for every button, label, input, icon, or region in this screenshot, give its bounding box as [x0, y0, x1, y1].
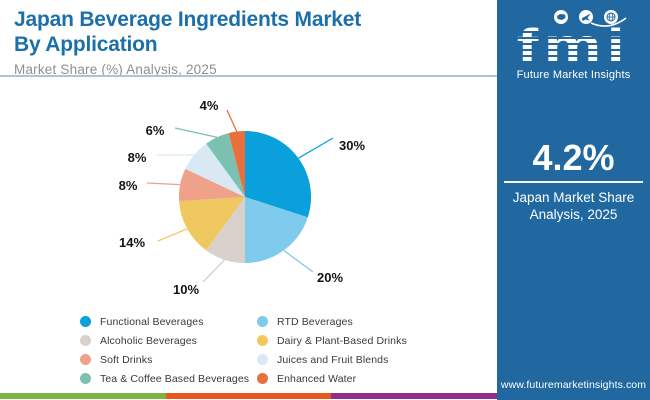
legend-dot-tea-coffee-based-beverages — [80, 373, 91, 384]
legend-label-soft-drinks: Soft Drinks — [100, 353, 153, 366]
pie-callout-line-rtd-beverages — [283, 249, 314, 273]
page-subtitle: Market Share (%) Analysis, 2025 — [14, 62, 217, 77]
pie-value-label-functional-beverages: 30% — [339, 138, 365, 153]
pie-callout-line-functional-beverages — [298, 137, 334, 159]
stripe-green-segment — [0, 393, 166, 399]
website-url[interactable]: www.futuremarketinsights.com — [500, 379, 647, 391]
sidebar: fmi Future Market Insights 4.2% Japan Ma… — [497, 0, 650, 400]
pie-value-label-juices-and-fruit-blends: 8% — [128, 150, 147, 165]
legend-item-rtd-beverages: RTD Beverages — [257, 315, 407, 328]
legend-item-functional-beverages: Functional Beverages — [80, 315, 257, 328]
logo-tagline: Future Market Insights — [516, 69, 631, 81]
pie-value-label-tea-coffee-based-beverages: 6% — [146, 123, 165, 138]
legend-item-alcoholic-beverages: Alcoholic Beverages — [80, 334, 257, 347]
legend-label-alcoholic-beverages: Alcoholic Beverages — [100, 334, 198, 347]
legend-label-juices-and-fruit-blends: Juices and Fruit Blends — [277, 353, 389, 366]
fmi-wordmark: fmi — [516, 19, 631, 71]
legend-item-enhanced-water: Enhanced Water — [257, 372, 407, 385]
legend-item-dairy-plant-based-drinks: Dairy & Plant-Based Drinks — [257, 334, 407, 347]
pie-chart: 30% 20% 10% 14% 8% 8% 6% 4% — [119, 98, 366, 297]
pie-slice-tea-coffee-based-beverages — [206, 133, 245, 197]
pie-value-label-alcoholic-beverages: 10% — [173, 282, 199, 297]
pie-callout-line-enhanced-water — [226, 109, 238, 132]
legend-dot-juices-and-fruit-blends — [257, 354, 268, 365]
stripe-orange-segment — [165, 393, 332, 399]
legend-dot-enhanced-water — [257, 373, 268, 384]
pie-value-label-rtd-beverages: 20% — [317, 270, 343, 285]
legend-label-functional-beverages: Functional Beverages — [100, 315, 204, 328]
legend-dot-rtd-beverages — [257, 316, 268, 327]
logo-swoosh — [590, 17, 626, 27]
pie-slice-juices-and-fruit-blends — [185, 143, 245, 197]
page-title: Japan Beverage Ingredients Market By App… — [14, 8, 362, 56]
market-share-label: Japan Market Share Analysis, 2025 — [512, 190, 635, 222]
pie-slice-dairy-plant-based-drinks — [179, 197, 245, 251]
pie-slice-soft-drinks — [178, 168, 245, 202]
legend-dot-alcoholic-beverages — [80, 335, 91, 346]
pie-slice-rtd-beverages — [245, 197, 308, 263]
market-share-value: 4.2% — [532, 137, 615, 178]
pie-callout-line-dairy-plant-based-drinks — [157, 228, 188, 242]
stripe-purple-segment — [331, 393, 498, 399]
stat-divider — [504, 181, 643, 183]
pie-callout-line-soft-drinks — [146, 182, 181, 186]
chart-header: Japan Beverage Ingredients Market By App… — [14, 7, 454, 77]
pie-callout-line-alcoholic-beverages — [202, 259, 226, 283]
legend-label-enhanced-water: Enhanced Water — [277, 372, 357, 385]
pie-value-label-enhanced-water: 4% — [200, 98, 219, 113]
fmi-logo: fmi Future Market Insights — [497, 6, 650, 81]
pie-value-label-soft-drinks: 8% — [119, 178, 138, 193]
pie-callout-line-tea-coffee-based-beverages — [174, 127, 218, 138]
legend-dot-soft-drinks — [80, 354, 91, 365]
legend-dot-functional-beverages — [80, 316, 91, 327]
legend: Functional Beverages RTD Beverages Alcohol… — [80, 315, 407, 385]
legend-label-tea-coffee-based-beverages: Tea & Coffee Based Beverages — [100, 372, 250, 385]
brand-stripe — [0, 393, 498, 399]
pie-slice-alcoholic-beverages — [206, 197, 245, 263]
header-divider — [0, 75, 497, 77]
pie-slice-enhanced-water — [228, 131, 245, 197]
globe-icon — [603, 10, 618, 24]
logo-icons — [553, 10, 626, 27]
plane-icon — [578, 10, 593, 24]
legend-label-dairy-plant-based-drinks: Dairy & Plant-Based Drinks — [277, 334, 407, 347]
market-share-stat: 4.2% Japan Market Share Analysis, 2025 — [497, 138, 650, 223]
pie-slice-functional-beverages — [245, 131, 312, 218]
legend-dot-dairy-plant-based-drinks — [257, 335, 268, 346]
chart-panel: Japan Beverage Ingredients Market By App… — [0, 7, 498, 399]
legend-item-soft-drinks: Soft Drinks — [80, 353, 257, 366]
legend-item-tea-coffee-based-beverages: Tea & Coffee Based Beverages — [80, 372, 257, 385]
map-icon — [553, 10, 568, 24]
legend-label-rtd-beverages: RTD Beverages — [277, 315, 353, 328]
legend-item-juices-and-fruit-blends: Juices and Fruit Blends — [257, 353, 407, 366]
pie-value-label-dairy-plant-based-drinks: 14% — [119, 235, 145, 250]
